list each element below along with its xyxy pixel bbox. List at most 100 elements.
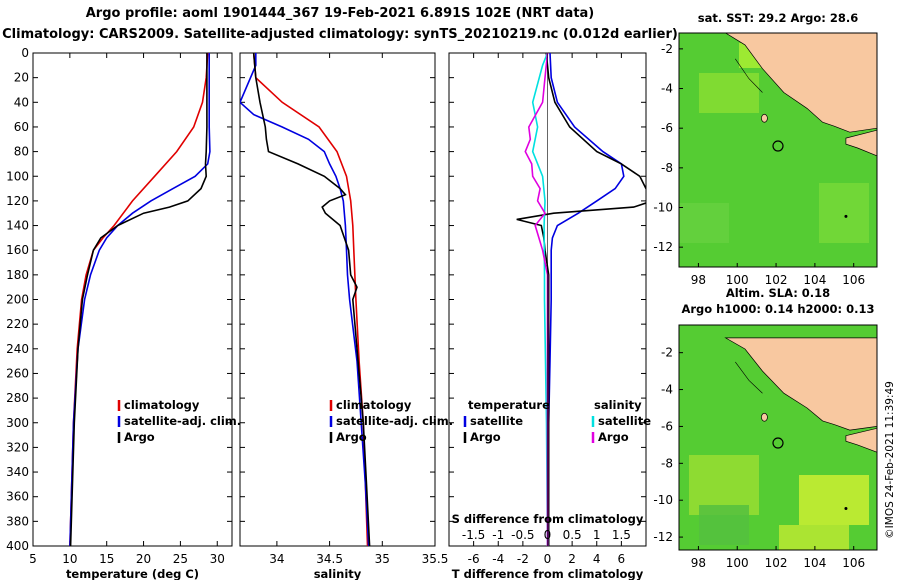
temperature-legend-label: climatology xyxy=(124,398,200,412)
sst-map: 98 100 102 104 106 -2 -4 -6 -8 -10 -12 sat. SST: 29… xyxy=(653,11,878,287)
difference-salinity-legend-label: Argo xyxy=(598,430,629,444)
x-tick-label: 15 xyxy=(99,552,114,566)
series-line-satellite-adj.-clim. xyxy=(240,53,370,546)
argo-float-marker xyxy=(772,437,784,449)
y-tick-label: 80 xyxy=(14,145,29,159)
map-body xyxy=(679,33,877,267)
y-tick-label: 200 xyxy=(6,293,29,307)
lon-tick-label: 104 xyxy=(803,556,826,570)
lon-tick-label: 106 xyxy=(842,273,865,287)
island xyxy=(761,113,768,123)
series-group-salinity xyxy=(240,53,371,546)
land-mass xyxy=(845,427,877,453)
y-tick-label: 140 xyxy=(6,219,29,233)
series-line-t-satellite xyxy=(547,53,625,546)
island xyxy=(761,412,768,422)
field-patch xyxy=(799,475,869,525)
lon-tick-label: 100 xyxy=(726,273,749,287)
y-tick-label: 360 xyxy=(6,490,29,504)
x-tick-label: 4 xyxy=(593,552,601,566)
difference-legend-title: salinity xyxy=(594,398,642,412)
x-tick-label: 20 xyxy=(136,552,151,566)
sla-map: 98 100 102 104 106 -2 -4 -6 -8 -10 -12 Altim. SLA: … xyxy=(653,286,878,570)
lat-tick-label: -10 xyxy=(653,493,673,507)
secondary-x-tick-label: 0 xyxy=(544,528,552,542)
secondary-x-tick-label: 1 xyxy=(593,528,601,542)
y-tick-label: 160 xyxy=(6,243,29,257)
x-tick-label: 34.5 xyxy=(316,552,343,566)
y-tick-label: 60 xyxy=(14,120,29,134)
x-axis-label: salinity xyxy=(314,567,362,580)
y-tick-label: 120 xyxy=(6,194,29,208)
y-tick-label: 220 xyxy=(6,317,29,331)
x-tick-label: 34 xyxy=(269,552,284,566)
secondary-x-tick-label: 1.5 xyxy=(612,528,631,542)
lat-tick-label: -4 xyxy=(661,82,673,96)
series-line-climatology xyxy=(252,53,369,546)
field-patch xyxy=(699,73,759,113)
series-group-temperature xyxy=(69,53,211,546)
argo-float-marker xyxy=(772,140,784,152)
plot-frame-salinity xyxy=(239,52,436,547)
y-tick-label: 260 xyxy=(6,366,29,380)
map-title: sat. SST: 29.2 Argo: 28.6 xyxy=(698,11,858,25)
plot-frame-temperature xyxy=(32,52,233,547)
lat-tick-label: -4 xyxy=(661,383,673,397)
x-tick-label: -6 xyxy=(468,552,480,566)
x-tick-label: 2 xyxy=(568,552,576,566)
x-tick-label: 35.5 xyxy=(422,552,449,566)
temperature-legend-label: Argo xyxy=(124,430,155,444)
x-tick-label: 5 xyxy=(29,552,37,566)
lat-tick-label: -8 xyxy=(661,161,673,175)
x-tick-label: 35 xyxy=(375,552,390,566)
map-title: Altim. SLA: 0.18 xyxy=(726,286,830,300)
map-frame xyxy=(678,32,878,268)
map-subtitle: Argo h1000: 0.14 h2000: 0.13 xyxy=(681,302,874,316)
lat-tick-label: -6 xyxy=(661,419,673,433)
difference-temperature-legend-label: satellite xyxy=(470,414,523,428)
y-tick-label: 20 xyxy=(14,71,29,85)
temperature-legend-label: satellite-adj. clim. xyxy=(124,414,241,428)
x-axis-label: temperature (deg C) xyxy=(66,567,199,580)
field-patch xyxy=(699,505,749,545)
y-tick-label: 280 xyxy=(6,391,29,405)
salinity-legend-label: satellite-adj. clim. xyxy=(336,414,453,428)
y-tick-label: 180 xyxy=(6,268,29,282)
island xyxy=(844,507,848,511)
land-mass xyxy=(724,337,877,431)
y-tick-label: 300 xyxy=(6,416,29,430)
field-patch xyxy=(779,525,849,550)
secondary-x-axis-label: S difference from climatology xyxy=(452,512,644,526)
coast-line xyxy=(735,58,763,93)
difference-salinity-legend-label: satellite xyxy=(598,414,651,428)
lon-tick-label: 104 xyxy=(803,273,826,287)
lon-tick-label: 98 xyxy=(691,273,706,287)
x-tick-label: 6 xyxy=(618,552,626,566)
lat-tick-label: -12 xyxy=(653,530,673,544)
x-tick-label: -4 xyxy=(492,552,504,566)
secondary-x-tick-label: -1 xyxy=(492,528,504,542)
y-tick-label: 40 xyxy=(14,95,29,109)
map-body xyxy=(679,325,877,550)
map-frame xyxy=(678,324,878,551)
x-tick-label: 25 xyxy=(173,552,188,566)
y-tick-label: 100 xyxy=(6,169,29,183)
lat-tick-label: -6 xyxy=(661,121,673,135)
island xyxy=(844,214,848,218)
y-tick-label: 0 xyxy=(21,46,29,60)
y-tick-label: 380 xyxy=(6,514,29,528)
field-patch xyxy=(679,203,729,243)
y-tick-label: 340 xyxy=(6,465,29,479)
x-tick-label: -2 xyxy=(517,552,529,566)
y-tick-label: 240 xyxy=(6,342,29,356)
series-line-s-satellite xyxy=(531,53,549,546)
series-group-difference xyxy=(516,53,646,546)
x-axis-label: T difference from climatology xyxy=(452,567,644,580)
credit-stamp: ©IMOS 24-Feb-2021 11:39:49 xyxy=(884,381,896,539)
lon-tick-label: 98 xyxy=(691,556,706,570)
chart-title-line-1: Argo profile: aoml 1901444_367 19-Feb-20… xyxy=(85,6,595,21)
y-tick-label: 400 xyxy=(6,539,29,553)
y-tick-label: 320 xyxy=(6,440,29,454)
secondary-x-tick-label: -1.5 xyxy=(462,528,485,542)
